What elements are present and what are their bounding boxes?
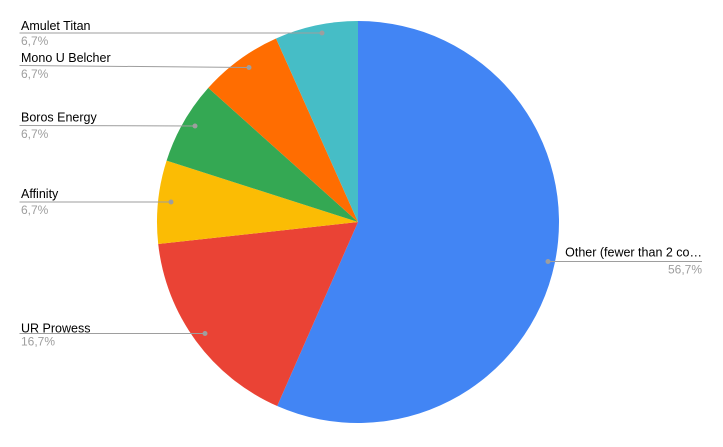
leader-dot-boros-energy	[192, 123, 198, 129]
slice-pct-affinity: 6,7%	[21, 203, 49, 217]
pie-slice-amulet-titan[interactable]	[276, 21, 358, 222]
slice-label-affinity: Affinity	[21, 187, 59, 201]
leader-dot-other	[545, 259, 551, 264]
slice-label-mono-u-belcher: Mono U Belcher	[21, 51, 111, 65]
slice-label-ur-prowess: UR Prowess	[21, 322, 90, 336]
pie-slice-ur-prowess[interactable]	[158, 222, 358, 407]
slice-pct-other: 56,7%	[668, 263, 702, 277]
leader-dot-amulet-titan	[319, 30, 325, 36]
leader-dot-affinity	[168, 199, 174, 205]
slice-pct-ur-prowess: 16,7%	[21, 335, 55, 349]
slice-pct-mono-u-belcher: 6,7%	[21, 67, 49, 81]
slice-pct-boros-energy: 6,7%	[21, 127, 49, 141]
callouts	[19, 30, 702, 336]
pie-slice-other-fewer-than-2-co[interactable]	[277, 21, 560, 423]
leader-line-mono-u-belcher	[19, 65, 250, 68]
pie	[157, 21, 560, 423]
leader-line-boros-energy	[19, 125, 196, 127]
pie-slice-boros-energy[interactable]	[166, 87, 358, 222]
pie-slice-mono-u-belcher[interactable]	[208, 38, 358, 223]
slice-label-boros-energy: Boros Energy	[21, 111, 97, 125]
slice-labels: Amulet Titan 6,7% Mono U Belcher 6,7% Bo…	[21, 19, 702, 349]
leader-dot-ur-prowess	[202, 331, 208, 336]
leader-dot-mono-u-belcher	[246, 65, 252, 70]
slice-label-other: Other (fewer than 2 co…	[565, 246, 702, 260]
slice-label-amulet-titan: Amulet Titan	[21, 19, 91, 33]
pie-slice-affinity[interactable]	[157, 160, 358, 245]
slice-pct-amulet-titan: 6,7%	[21, 34, 49, 48]
